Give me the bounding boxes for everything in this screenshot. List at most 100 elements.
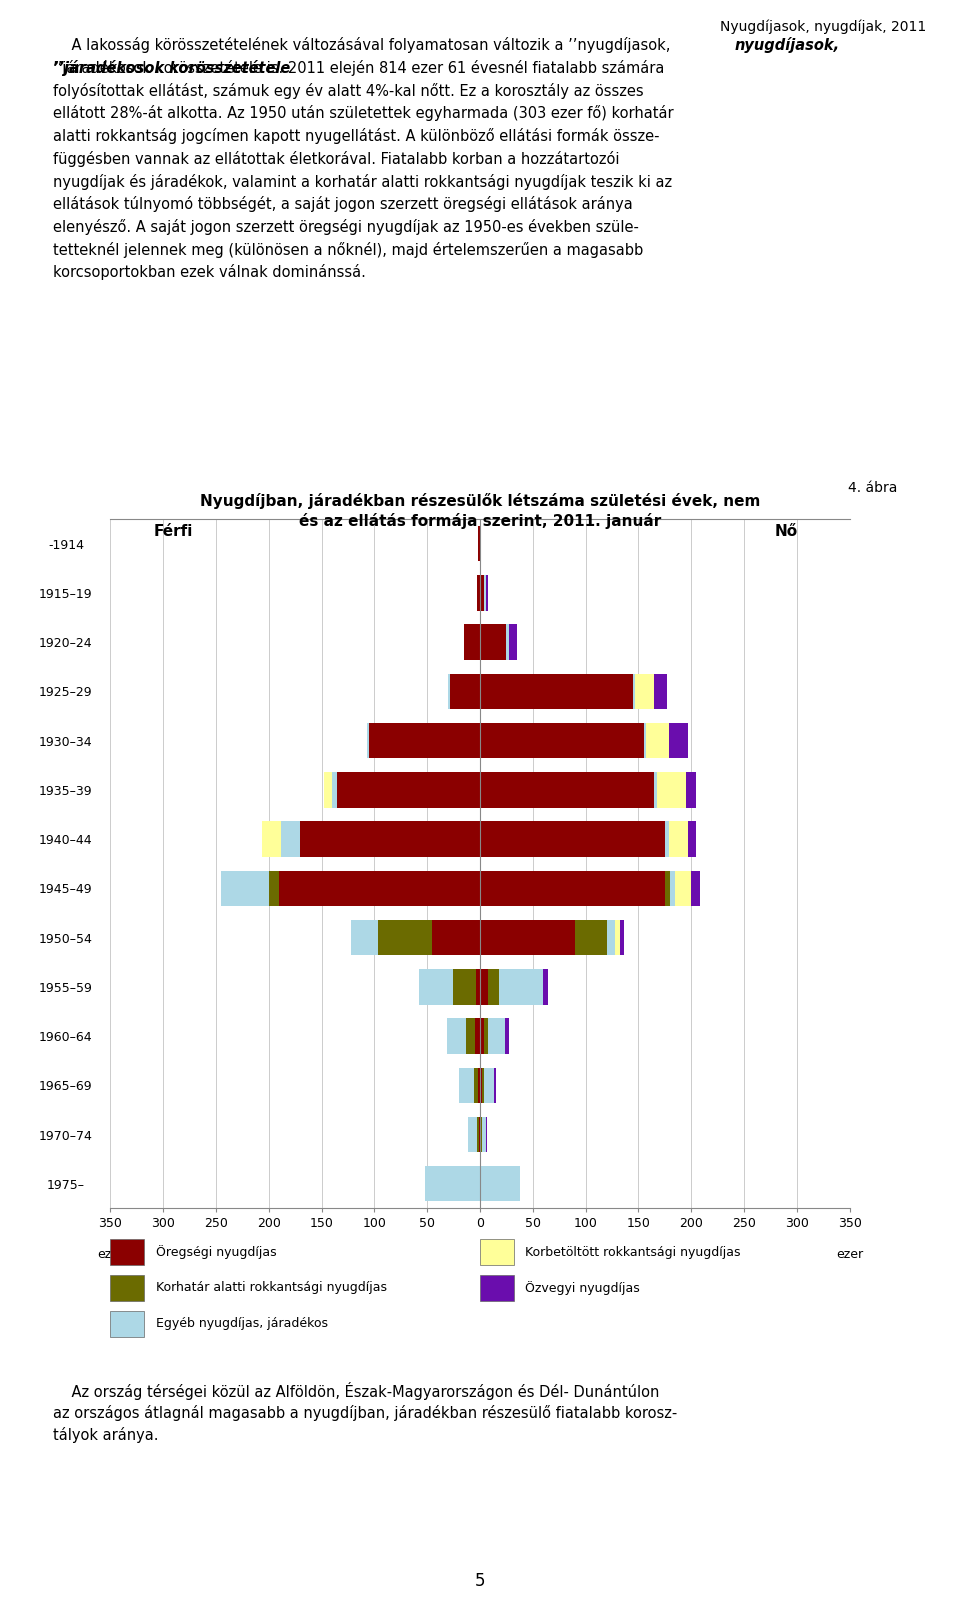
Bar bbox=[620, 920, 624, 955]
Bar bbox=[480, 624, 507, 660]
Bar bbox=[450, 673, 480, 709]
Bar bbox=[465, 624, 480, 660]
Bar bbox=[478, 526, 480, 561]
Bar bbox=[575, 920, 607, 955]
Bar bbox=[478, 1067, 480, 1103]
Bar bbox=[482, 1118, 487, 1152]
Text: nyugdíjasok,: nyugdíjasok, bbox=[734, 37, 840, 54]
Bar bbox=[669, 821, 688, 856]
Bar bbox=[369, 723, 480, 759]
Bar bbox=[487, 576, 489, 610]
Text: Az ország térségei közül az Alföldön, Észak-Magyarországon és Dél- Dunántúlon: Az ország térségei közül az Alföldön, És… bbox=[53, 1382, 660, 1400]
Text: nyugdíjak és járadékok, valamint a korhatár alatti rokkantsági nyugdíjak teszik : nyugdíjak és járadékok, valamint a korha… bbox=[53, 174, 672, 190]
Text: 4. ábra: 4. ábra bbox=[849, 480, 898, 495]
Text: Özvegyi nyugdíjas: Özvegyi nyugdíjas bbox=[525, 1281, 640, 1294]
Text: korcsoportokban ezek válnak dominánssá.: korcsoportokban ezek válnak dominánssá. bbox=[53, 264, 366, 281]
Bar bbox=[419, 968, 452, 1004]
Bar bbox=[482, 1067, 484, 1103]
Bar bbox=[636, 673, 655, 709]
Bar bbox=[467, 1019, 474, 1054]
Bar bbox=[669, 723, 688, 759]
Text: A lakosság körösszetételének változásával folyamatosan változik a ’’nyugdíjasok,: A lakosság körösszetételének változásáva… bbox=[53, 37, 670, 54]
Bar bbox=[607, 920, 615, 955]
Bar bbox=[262, 821, 281, 856]
Bar bbox=[281, 821, 300, 856]
Bar bbox=[480, 968, 489, 1004]
Bar bbox=[476, 968, 480, 1004]
Text: folyósítottak ellátást, számuk egy év alatt 4%-kal nőtt. Ez a korosztály az össz: folyósítottak ellátást, számuk egy év al… bbox=[53, 83, 643, 99]
Bar bbox=[367, 723, 369, 759]
Bar bbox=[644, 723, 646, 759]
Bar bbox=[655, 673, 667, 709]
Bar bbox=[688, 821, 697, 856]
Bar bbox=[480, 1019, 484, 1054]
Bar bbox=[477, 1118, 479, 1152]
Bar bbox=[480, 723, 644, 759]
Bar bbox=[432, 920, 480, 955]
Bar bbox=[655, 772, 658, 808]
Bar bbox=[685, 772, 697, 808]
Text: ’’járadékosok korösszetétele: ’’járadékosok korösszetétele bbox=[53, 60, 290, 76]
Bar bbox=[505, 1019, 509, 1054]
Bar bbox=[646, 723, 669, 759]
Bar bbox=[221, 871, 269, 907]
Bar bbox=[493, 1067, 496, 1103]
Text: ellátott 28%-át alkotta. Az 1950 után születettek egyharmada (303 ezer fő) korha: ellátott 28%-át alkotta. Az 1950 után sz… bbox=[53, 105, 673, 122]
Bar bbox=[377, 920, 432, 955]
Bar bbox=[487, 1118, 488, 1152]
Text: Férfi: Férfi bbox=[154, 524, 194, 539]
Bar bbox=[338, 772, 480, 808]
Bar bbox=[484, 576, 487, 610]
Bar bbox=[484, 1067, 493, 1103]
Text: elenyésző. A saját jogon szerzett öregségi nyugdíjak az 1950-es években szüle-: elenyésző. A saját jogon szerzett öregsé… bbox=[53, 219, 638, 235]
Text: ezer: ezer bbox=[97, 1247, 124, 1260]
Bar bbox=[425, 1166, 480, 1202]
Bar bbox=[480, 576, 484, 610]
Text: Nő: Nő bbox=[775, 524, 798, 539]
Bar bbox=[468, 1118, 477, 1152]
Bar bbox=[279, 871, 480, 907]
Text: alatti rokkantság jogcímen kapott nyugellátást. A különböző ellátási formák össz: alatti rokkantság jogcímen kapott nyugel… bbox=[53, 128, 660, 144]
Bar bbox=[691, 871, 700, 907]
Bar bbox=[300, 821, 480, 856]
Text: Korbetöltött rokkantsági nyugdíjas: Korbetöltött rokkantsági nyugdíjas bbox=[525, 1246, 740, 1259]
Text: tetteknél jelennek meg (különösen a nőknél), majd értelemszerűen a magasabb: tetteknél jelennek meg (különösen a nőkn… bbox=[53, 242, 643, 258]
Bar bbox=[480, 920, 575, 955]
Text: Nyugdíjban, járadékban részesülők létszáma születési évek, nem: Nyugdíjban, járadékban részesülők létszá… bbox=[200, 493, 760, 509]
Bar bbox=[473, 1067, 478, 1103]
Bar bbox=[664, 821, 669, 856]
Bar bbox=[507, 624, 509, 660]
Bar bbox=[332, 772, 338, 808]
Bar bbox=[658, 772, 685, 808]
Bar bbox=[269, 871, 279, 907]
Text: Nyugdíjasok, nyugdíjak, 2011: Nyugdíjasok, nyugdíjak, 2011 bbox=[720, 19, 926, 34]
Bar bbox=[480, 1118, 481, 1152]
Bar bbox=[615, 920, 620, 955]
Text: ezer: ezer bbox=[836, 1247, 863, 1260]
Text: az országos átlagnál magasabb a nyugdíjban, járadékban részesülő fiatalabb koros: az országos átlagnál magasabb a nyugdíjb… bbox=[53, 1405, 677, 1421]
Text: és az ellátás formája szerint, 2011. január: és az ellátás formája szerint, 2011. jan… bbox=[299, 513, 661, 529]
Bar bbox=[676, 871, 691, 907]
Text: tályok aránya.: tályok aránya. bbox=[53, 1427, 158, 1444]
Text: Egyéb nyugdíjas, járadékos: Egyéb nyugdíjas, járadékos bbox=[156, 1317, 327, 1330]
Bar bbox=[448, 673, 450, 709]
Bar bbox=[499, 968, 543, 1004]
Text: Korhatár alatti rokkantsági nyugdíjas: Korhatár alatti rokkantsági nyugdíjas bbox=[156, 1281, 387, 1294]
Bar bbox=[447, 1019, 467, 1054]
Text: 5: 5 bbox=[475, 1572, 485, 1590]
Bar bbox=[489, 1019, 505, 1054]
Bar bbox=[480, 772, 655, 808]
Bar bbox=[484, 1019, 489, 1054]
Bar bbox=[452, 968, 476, 1004]
Bar bbox=[480, 871, 664, 907]
Bar bbox=[480, 673, 634, 709]
Text: ’’járadékosok korösszetétele is. 2011 elején 814 ezer 61 évesnél fiatalabb számá: ’’járadékosok korösszetétele is. 2011 el… bbox=[53, 60, 664, 76]
Text: Öregségi nyugdíjas: Öregségi nyugdíjas bbox=[156, 1246, 276, 1259]
Bar bbox=[480, 526, 481, 561]
Text: függésben vannak az ellátottak életkorával. Fiatalabb korban a hozzátartozói: függésben vannak az ellátottak életkoráv… bbox=[53, 151, 619, 167]
Bar bbox=[489, 968, 499, 1004]
Bar bbox=[459, 1067, 473, 1103]
Bar bbox=[479, 1118, 480, 1152]
Bar bbox=[480, 1067, 482, 1103]
Bar bbox=[509, 624, 516, 660]
